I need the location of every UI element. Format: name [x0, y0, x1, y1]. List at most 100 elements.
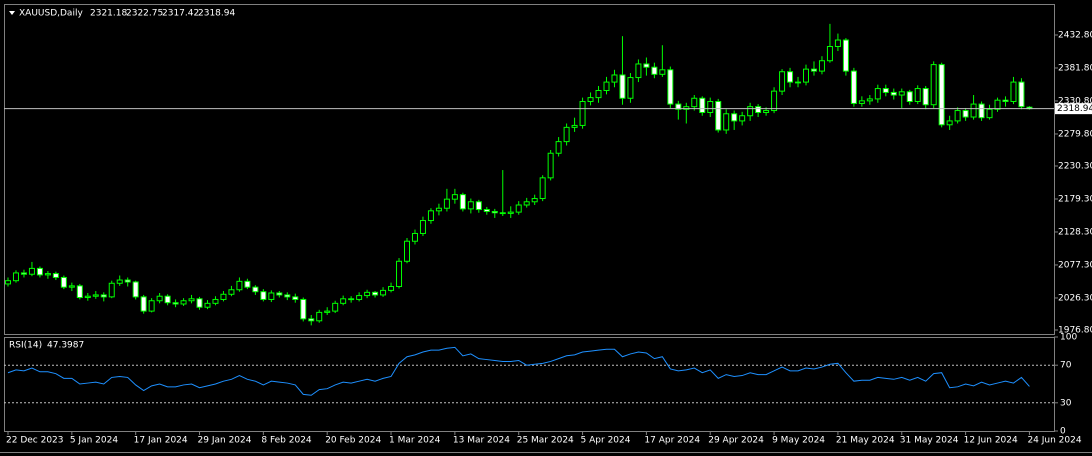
indicator-name: RSI(14): [9, 341, 42, 351]
candle-body: [842, 39, 849, 72]
candle-body: [116, 279, 123, 284]
candle-body: [68, 285, 75, 288]
candle-body: [563, 126, 570, 143]
indicator-panel: [4, 337, 1055, 432]
candle-body: [1002, 99, 1009, 102]
candle-body: [300, 298, 307, 320]
indicator-line: [7, 346, 1030, 396]
candle-body: [818, 60, 825, 72]
candle-body: [954, 110, 961, 122]
candle-body: [5, 280, 11, 285]
indicator-y-tick-label: 100: [1060, 333, 1077, 343]
candle-body: [364, 291, 371, 297]
candle-body: [316, 311, 323, 322]
candle-body: [20, 272, 27, 275]
y-tick-label: 2077.30: [1058, 260, 1092, 270]
y-tick-label: 2179.30: [1058, 194, 1092, 204]
candle-body: [459, 194, 466, 210]
candle-body: [866, 98, 873, 102]
candle-body: [531, 198, 538, 203]
candle-body: [691, 97, 698, 108]
candle-body: [930, 64, 937, 106]
menu-arrow[interactable]: [9, 11, 15, 15]
candle-body: [571, 124, 578, 128]
main-panel: [4, 4, 1055, 335]
candle-body: [667, 69, 674, 105]
candle-body: [483, 209, 490, 212]
candle-body: [539, 177, 546, 200]
candle-body: [404, 240, 410, 262]
candle-body: [196, 298, 203, 308]
candle-body: [507, 211, 514, 214]
x-tick-label: 29 Apr 2024: [708, 436, 764, 446]
candle-body: [643, 63, 650, 68]
candle-body: [292, 296, 299, 300]
candle-body: [850, 70, 857, 104]
candle-body: [36, 267, 43, 276]
candle-body: [44, 273, 51, 276]
ohlc-open: 2321.18: [90, 9, 127, 19]
candle-body: [12, 272, 19, 282]
y-tick-label: 2432.80: [1058, 30, 1092, 40]
candle-body: [858, 100, 865, 104]
candle-body: [244, 280, 251, 288]
candle-body: [140, 296, 147, 312]
candle-body: [108, 282, 115, 298]
candle-body: [803, 68, 809, 83]
candle-body: [994, 99, 1001, 110]
candle-body: [84, 295, 91, 299]
candle-body: [826, 46, 833, 62]
candle-body: [252, 286, 259, 293]
candle-body: [52, 273, 59, 278]
candle-body: [388, 286, 395, 291]
candle-body: [396, 260, 403, 288]
candle-body: [124, 279, 131, 283]
indicator-value: 47.3987: [47, 341, 84, 351]
candle-body: [204, 302, 211, 308]
x-tick-label: 29 Jan 2024: [198, 436, 252, 446]
candle-body: [268, 292, 275, 300]
candle-body: [986, 108, 993, 119]
candle-body: [898, 91, 905, 96]
y-tick-label: 2330.80: [1058, 96, 1092, 106]
candle-body: [475, 201, 482, 211]
candle-body: [92, 294, 99, 297]
candle-body: [188, 298, 195, 302]
candle-body: [699, 97, 706, 113]
y-tick-label: 2381.80: [1058, 63, 1092, 73]
candle-body: [619, 74, 626, 99]
x-tick-label: 22 Dec 2023: [6, 436, 64, 446]
candle-body: [356, 295, 363, 300]
candle-body: [627, 77, 634, 99]
candle-body: [499, 212, 506, 215]
candle-body: [651, 66, 658, 75]
y-tick-label: 2279.80: [1058, 129, 1092, 139]
candle-body: [308, 318, 315, 322]
candle-body: [970, 103, 977, 118]
candle-body: [164, 295, 171, 304]
candle-body: [236, 280, 243, 291]
candle-body: [324, 310, 331, 313]
candle-body: [547, 152, 554, 179]
candle-body: [28, 267, 35, 275]
candle-body: [771, 90, 778, 112]
y-tick-label: 2128.30: [1058, 227, 1092, 237]
candle-body: [332, 302, 339, 312]
x-tick-label: 25 Mar 2024: [517, 436, 574, 446]
candle-body: [380, 289, 387, 296]
y-tick-label: 1976.80: [1058, 325, 1092, 335]
candle-body: [148, 300, 155, 312]
candle-body: [156, 295, 163, 302]
candle-body: [491, 210, 498, 214]
candle-body: [427, 210, 434, 222]
candle-body: [228, 289, 235, 295]
candle-body: [890, 91, 897, 96]
indicator-y-tick-label: 30: [1060, 398, 1072, 408]
candle-body: [443, 198, 450, 209]
candle-body: [946, 120, 953, 126]
candle-body: [978, 103, 985, 119]
x-tick-label: 1 Mar 2024: [389, 436, 441, 446]
candle-body: [276, 292, 283, 296]
